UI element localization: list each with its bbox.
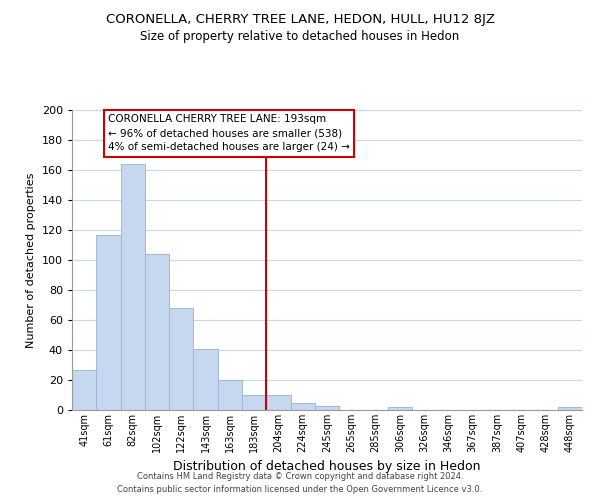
Text: Size of property relative to detached houses in Hedon: Size of property relative to detached ho… xyxy=(140,30,460,43)
Bar xyxy=(315,406,339,410)
Bar xyxy=(121,164,145,410)
Bar xyxy=(290,402,315,410)
Bar xyxy=(96,234,121,410)
Bar xyxy=(558,407,582,410)
Bar xyxy=(266,395,290,410)
Y-axis label: Number of detached properties: Number of detached properties xyxy=(26,172,36,348)
Text: Contains HM Land Registry data © Crown copyright and database right 2024.
Contai: Contains HM Land Registry data © Crown c… xyxy=(118,472,482,494)
Text: CORONELLA, CHERRY TREE LANE, HEDON, HULL, HU12 8JZ: CORONELLA, CHERRY TREE LANE, HEDON, HULL… xyxy=(106,12,494,26)
Bar xyxy=(388,407,412,410)
X-axis label: Distribution of detached houses by size in Hedon: Distribution of detached houses by size … xyxy=(173,460,481,473)
Bar xyxy=(72,370,96,410)
Text: CORONELLA CHERRY TREE LANE: 193sqm
← 96% of detached houses are smaller (538)
4%: CORONELLA CHERRY TREE LANE: 193sqm ← 96%… xyxy=(109,114,350,152)
Bar xyxy=(193,348,218,410)
Bar xyxy=(242,395,266,410)
Bar xyxy=(169,308,193,410)
Bar xyxy=(218,380,242,410)
Bar xyxy=(145,254,169,410)
